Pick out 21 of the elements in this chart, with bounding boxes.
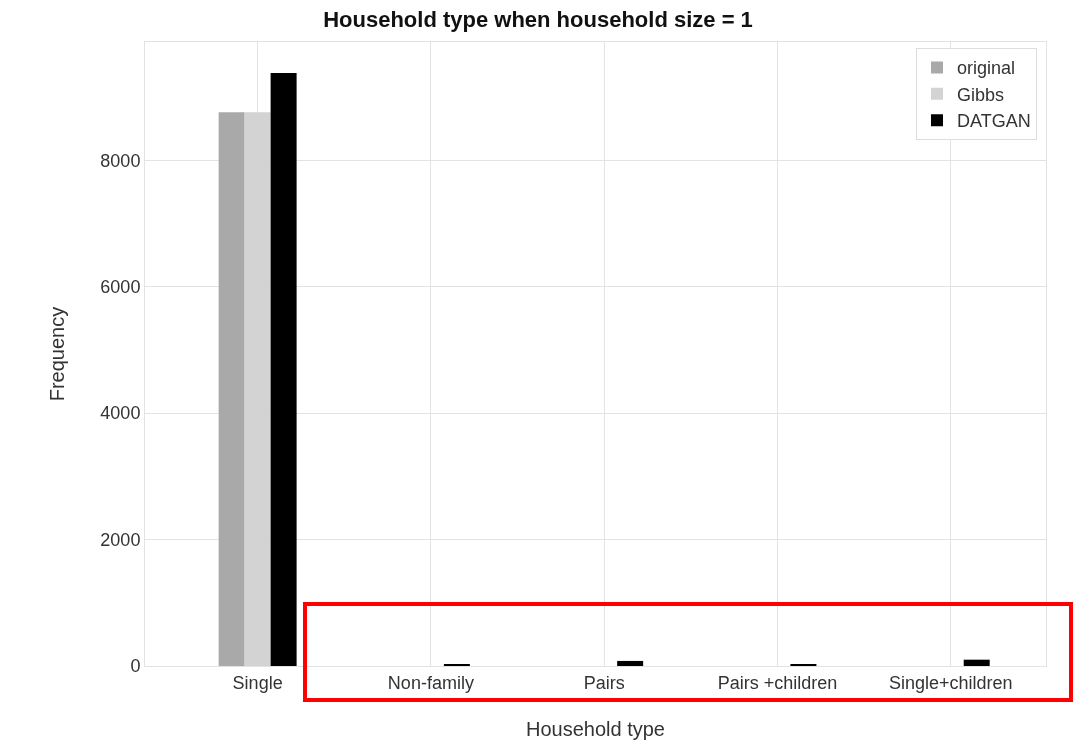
y-tick-label: 4000	[100, 403, 141, 424]
legend-label: original	[956, 58, 1016, 79]
y-axis-title: Frequency	[45, 306, 68, 402]
x-tick-label: Non-family	[387, 672, 474, 693]
y-tick-label: 6000	[100, 276, 141, 297]
y-tick-label: 2000	[100, 529, 141, 550]
x-tick-label: Pairs	[583, 672, 625, 693]
legend-label: Gibbs	[956, 84, 1005, 105]
bar	[244, 112, 271, 666]
x-tick-label: Single+children	[888, 672, 1013, 693]
bar	[218, 112, 245, 666]
bar	[617, 660, 644, 666]
chart-title: Household type when household size = 1	[323, 6, 753, 32]
x-axis-title: Household type	[526, 718, 665, 741]
x-tick-label: Pairs +children	[717, 672, 838, 693]
y-tick-label: 8000	[100, 150, 141, 171]
y-tick-label: 0	[130, 656, 141, 677]
legend-label: DATGAN	[956, 111, 1031, 132]
bar	[270, 72, 297, 666]
x-tick-label: Single	[232, 672, 283, 693]
bar	[963, 659, 990, 666]
